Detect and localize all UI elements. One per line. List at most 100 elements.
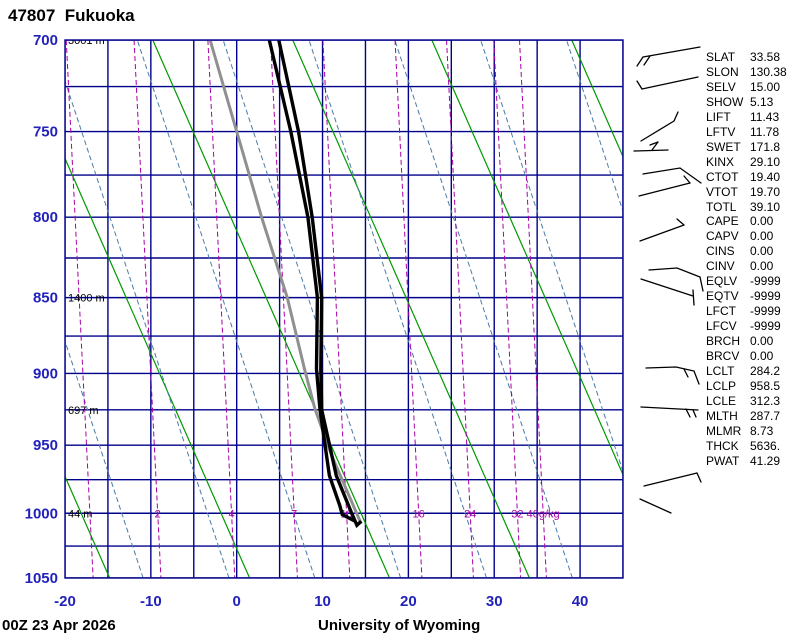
index-row-EQLV: EQLV -9999 <box>706 274 781 288</box>
wind-barb-icon <box>643 55 651 66</box>
index-label: SWET <box>706 139 741 154</box>
temperature-trace <box>277 40 363 529</box>
mixing-ratio-label: 4 <box>228 508 234 520</box>
pressure-axis-label: 850 <box>33 290 58 307</box>
mixing-ratio-label: 2 <box>155 508 161 520</box>
index-value: 29.10 <box>750 154 781 169</box>
index-row-SWET: SWET 171.8 <box>706 140 780 154</box>
index-value: 171.8 <box>750 139 781 154</box>
mixing-ratio-label: 16 <box>413 508 425 520</box>
index-value: 39.10 <box>750 199 781 214</box>
wind-barb-icon <box>676 218 685 226</box>
wind-barb-icon <box>692 409 697 418</box>
pressure-axis-label: 950 <box>33 437 58 454</box>
temperature-axis-label: 10 <box>314 593 331 610</box>
mixing-ratio-label: 24 <box>464 508 476 520</box>
index-value: 8.73 <box>750 423 774 438</box>
temperature-axis-label: -20 <box>54 593 76 610</box>
wind-barb-icon <box>640 120 675 142</box>
index-row-KINX: KINX 29.10 <box>706 155 780 169</box>
index-label: SELV <box>706 79 736 94</box>
moist-adiabat-line <box>65 79 230 578</box>
index-label: MLMR <box>706 423 742 438</box>
index-row-BRCH: BRCH 0.00 <box>706 334 773 348</box>
index-label: LFCV <box>706 319 737 334</box>
index-value: 0.00 <box>750 334 774 349</box>
mixing-ratio-line <box>394 40 423 578</box>
index-row-CAPE: CAPE 0.00 <box>706 214 773 228</box>
index-value: 312.3 <box>750 393 781 408</box>
index-label: EQLV <box>706 274 738 289</box>
dry-adiabat-line <box>65 157 251 578</box>
index-value: 0.00 <box>750 259 774 274</box>
dry-adiabat-line <box>431 40 623 477</box>
dewpoint-trace <box>267 40 356 523</box>
wind-barb-icon <box>642 46 701 58</box>
index-value: 130.38 <box>750 64 787 79</box>
mixing-ratio-line <box>270 40 298 578</box>
mixing-ratio-label: 40g/kg <box>527 508 560 520</box>
index-value: 0.00 <box>750 214 774 229</box>
pressure-axis-label: 1050 <box>25 570 58 587</box>
index-row-CAPV: CAPV 0.00 <box>706 229 773 243</box>
index-value: 0.00 <box>750 244 774 259</box>
index-row-MLMR: MLMR 8.73 <box>706 424 773 438</box>
temperature-axis-label: -10 <box>140 593 162 610</box>
index-label: LFCT <box>706 304 736 319</box>
wind-barb-icon <box>640 278 694 297</box>
index-value: 958.5 <box>750 378 781 393</box>
wind-barb-icon <box>685 408 691 418</box>
wind-barb-icon <box>639 224 685 242</box>
index-row-SLAT: SLAT 33.58 <box>706 50 780 64</box>
index-row-LFCV: LFCV -9999 <box>706 319 781 333</box>
temperature-axis-label: 40 <box>572 593 589 610</box>
pressure-axis-label: 1000 <box>25 505 58 522</box>
index-value: 11.78 <box>750 124 780 139</box>
index-row-CINS: CINS 0.00 <box>706 244 773 258</box>
temperature-axis-label: 0 <box>233 593 241 610</box>
wind-barb-icon <box>640 406 699 411</box>
moist-adiabat-line <box>308 40 487 578</box>
index-label: KINX <box>706 154 735 169</box>
index-value: 41.29 <box>750 453 781 468</box>
temperature-axis-label: 20 <box>400 593 417 610</box>
wind-barb-icon <box>641 76 699 90</box>
dry-adiabat-line <box>152 40 391 578</box>
index-label: SLAT <box>706 50 736 64</box>
wind-barb-icon <box>692 289 695 306</box>
mixing-ratio-line <box>519 40 547 578</box>
index-row-LCLP: LCLP 958.5 <box>706 379 780 393</box>
index-row-SLON: SLON 130.38 <box>706 65 787 79</box>
index-label: TOTL <box>706 199 737 214</box>
index-row-EQTV: EQTV -9999 <box>706 289 781 303</box>
index-label: CINS <box>706 244 735 259</box>
index-value: -9999 <box>750 274 781 289</box>
wind-barb-icon <box>636 56 644 67</box>
index-value: 0.00 <box>750 349 774 363</box>
index-label: EQTV <box>706 289 739 304</box>
index-label: SLON <box>706 64 739 79</box>
index-row-VTOT: VTOT 19.70 <box>706 185 780 199</box>
index-value: -9999 <box>750 304 781 319</box>
mixing-ratio-line <box>133 40 162 578</box>
mixing-ratio-line <box>493 40 522 578</box>
mixing-ratio-line <box>65 40 94 578</box>
index-label: CAPV <box>706 229 739 244</box>
index-label: LFTV <box>706 124 736 139</box>
dry-adiabat-line <box>65 475 111 578</box>
pressure-axis-label: 800 <box>33 209 58 226</box>
moist-adiabat-line <box>0 40 57 578</box>
mixing-ratio-line <box>446 40 474 578</box>
temperature-axis-label: 30 <box>486 593 503 610</box>
mixing-ratio-label: 32 <box>511 508 523 520</box>
wind-barb-icon <box>683 175 691 184</box>
index-row-CINV: CINV 0.00 <box>706 259 773 273</box>
valid-time: 00Z 23 Apr 2026 <box>2 617 116 634</box>
wind-barb-icon <box>673 111 679 122</box>
index-label: LCLP <box>706 378 737 393</box>
index-row-THCK: THCK 5636. <box>706 439 780 453</box>
index-value: -9999 <box>750 289 781 304</box>
moist-adiabat-line <box>566 40 623 213</box>
